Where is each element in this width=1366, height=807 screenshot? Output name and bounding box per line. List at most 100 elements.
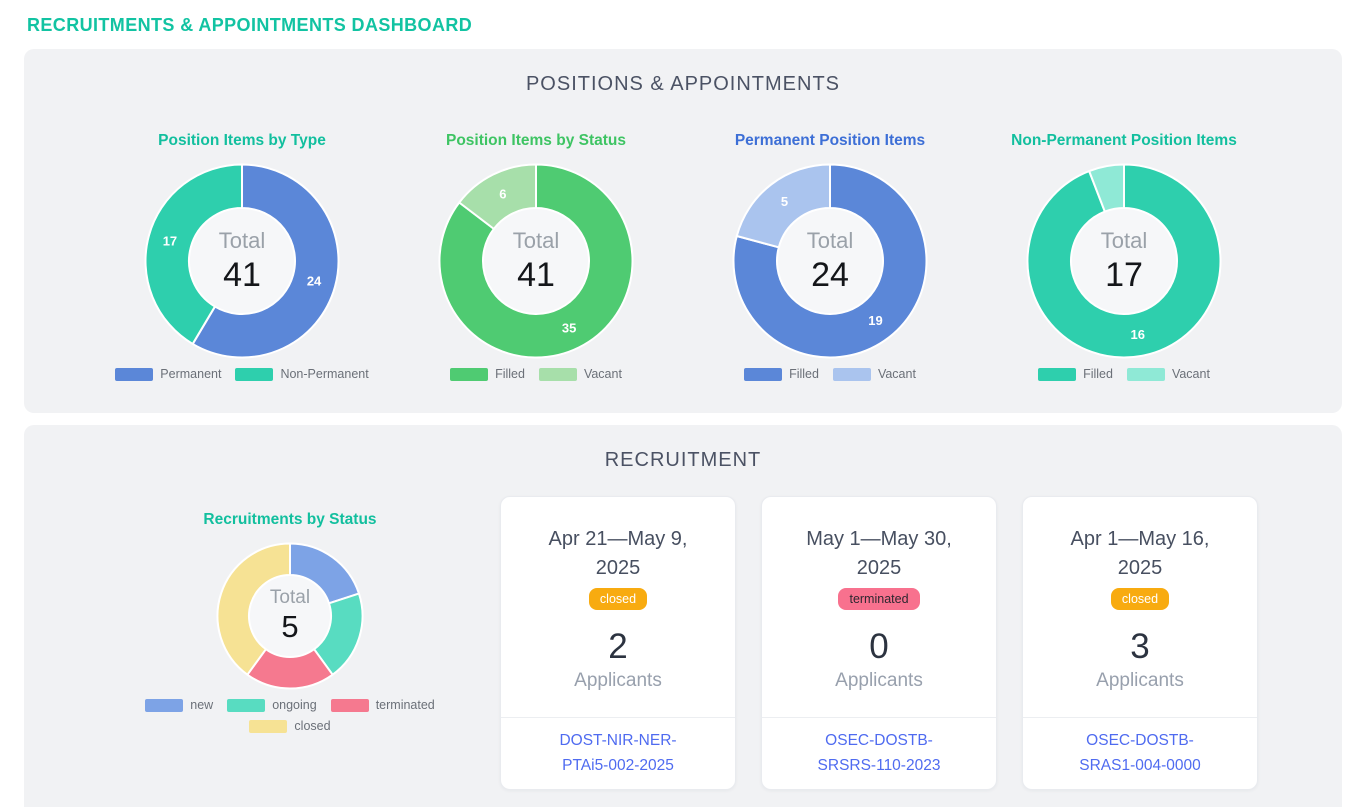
legend-swatch xyxy=(115,367,154,381)
donut-hole xyxy=(777,208,883,314)
legend-label: Vacant xyxy=(1171,367,1210,381)
legend-item-permanent[interactable]: Permanent xyxy=(115,367,221,381)
donut-wrap: 16 Total 17 xyxy=(1026,163,1222,359)
donut-segment-filled[interactable] xyxy=(732,163,928,359)
chart-legend: Permanent Non-Permanent xyxy=(115,367,369,381)
recruitment-card: Apr 1—May 16, 2025 closed 3 Applicants O… xyxy=(1022,496,1258,790)
donut-hole xyxy=(249,575,331,657)
status-badge: closed xyxy=(1110,588,1170,610)
legend-item-filled[interactable]: Filled xyxy=(744,367,819,381)
legend-swatch xyxy=(235,367,274,381)
legend-label: closed xyxy=(294,719,331,733)
legend-label: Permanent xyxy=(160,367,222,381)
legend-item-terminated[interactable]: terminated xyxy=(330,698,435,712)
page-title: RECRUITMENTS & APPOINTMENTS DASHBOARD xyxy=(27,15,473,35)
donut-wrap: Total 5 xyxy=(216,542,364,690)
position-reference-link[interactable]: OSEC-DOSTB-SRSRS-110-2023 xyxy=(817,732,941,774)
donut-chart: 16 xyxy=(1026,163,1222,359)
segment-value-label: 16 xyxy=(1131,327,1145,342)
legend-swatch xyxy=(744,367,783,381)
legend-label: Filled xyxy=(1083,367,1113,381)
legend-swatch xyxy=(227,698,266,712)
donut-chart: 19 5 xyxy=(732,163,928,359)
legend-label: new xyxy=(190,698,214,712)
segment-value-label: 17 xyxy=(163,234,177,249)
legend-item-new[interactable]: new xyxy=(145,698,213,712)
donut-hole xyxy=(189,208,295,314)
legend-swatch xyxy=(249,719,288,733)
legend-item-closed[interactable]: closed xyxy=(249,719,331,733)
legend-label: terminated xyxy=(375,698,435,712)
segment-value-label: 24 xyxy=(307,273,322,288)
legend-item-filled[interactable]: Filled xyxy=(450,367,525,381)
legend-item-vacant[interactable]: Vacant xyxy=(1126,367,1210,381)
donut-chart xyxy=(216,542,364,690)
chart-position-items-by-type: Position Items by Type 24 17 Total 41 Permane… xyxy=(95,132,389,381)
recruitment-date-range: Apr 21—May 9, 2025 xyxy=(548,528,688,579)
legend-label: Vacant xyxy=(877,367,916,381)
legend-swatch xyxy=(1126,367,1165,381)
recruitment-date-range: Apr 1—May 16, 2025 xyxy=(1070,528,1210,579)
chart-recruitments-by-status: Recruitments by Status Total 5 new ongoing te… xyxy=(125,496,455,790)
recruitment-section: RECRUITMENT Recruitments by Status Total 5… xyxy=(24,425,1342,807)
legend-item-ongoing[interactable]: ongoing xyxy=(227,698,317,712)
recruitment-card: May 1—May 30, 2025 terminated 0 Applican… xyxy=(761,496,997,790)
recruitment-card-body: Apr 1—May 16, 2025 closed 3 Applicants xyxy=(1023,497,1257,717)
donut-chart: 24 17 xyxy=(144,163,340,359)
donut-hole xyxy=(1071,208,1177,314)
legend-swatch xyxy=(450,367,489,381)
chart-title: Recruitments by Status xyxy=(203,511,377,528)
applicants-label: Applicants xyxy=(1096,670,1184,691)
donut-segment-vacant[interactable] xyxy=(735,163,831,249)
chart-legend: new ongoing terminated closed xyxy=(135,698,445,733)
chart-title: Position Items by Type xyxy=(158,132,326,149)
recruitment-card-footer: OSEC-DOSTB-SRAS1-004-0000 xyxy=(1023,717,1257,789)
legend-label: Vacant xyxy=(583,367,622,381)
legend-swatch xyxy=(330,698,369,712)
legend-swatch xyxy=(1038,367,1077,381)
donut-segment-filled[interactable] xyxy=(1026,163,1222,359)
recruitment-card-body: May 1—May 30, 2025 terminated 0 Applican… xyxy=(762,497,996,717)
chart-non-permanent-position-items: Non-Permanent Position Items 16 Total 17 Fil… xyxy=(977,132,1271,381)
legend-swatch xyxy=(832,367,871,381)
recruitment-row: Recruitments by Status Total 5 new ongoing te… xyxy=(24,496,1342,790)
legend-item-non-permanent[interactable]: Non-Permanent xyxy=(235,367,369,381)
positions-charts-row: Position Items by Type 24 17 Total 41 Permane… xyxy=(24,132,1342,381)
legend-item-filled[interactable]: Filled xyxy=(1038,367,1113,381)
donut-segment-permanent[interactable] xyxy=(191,163,340,359)
status-badge: terminated xyxy=(838,588,920,610)
recruitment-card-footer: DOST-NIR-NER-PTAi5-002-2025 xyxy=(501,717,735,789)
donut-wrap: 35 6 Total 41 xyxy=(438,163,634,359)
donut-segment-vacant[interactable] xyxy=(1088,163,1125,213)
chart-permanent-position-items: Permanent Position Items 19 5 Total 24 Filled… xyxy=(683,132,977,381)
legend-item-vacant[interactable]: Vacant xyxy=(538,367,622,381)
legend-label: ongoing xyxy=(272,698,317,712)
position-reference-link[interactable]: DOST-NIR-NER-PTAi5-002-2025 xyxy=(559,732,677,774)
donut-hole xyxy=(483,208,589,314)
legend-swatch xyxy=(145,698,184,712)
applicants-label: Applicants xyxy=(574,670,662,691)
recruitment-section-heading: RECRUITMENT xyxy=(604,449,762,471)
position-reference-link[interactable]: OSEC-DOSTB-SRAS1-004-0000 xyxy=(1079,732,1201,774)
status-badge: closed xyxy=(588,588,648,610)
legend-label: Filled xyxy=(789,367,819,381)
positions-appointments-section: POSITIONS & APPOINTMENTS Position Items … xyxy=(24,49,1342,413)
segment-value-label: 35 xyxy=(562,320,576,335)
chart-legend: Filled Vacant xyxy=(744,367,916,381)
recruitment-card-body: Apr 21—May 9, 2025 closed 2 Applicants xyxy=(501,497,735,717)
donut-segment-closed[interactable] xyxy=(216,542,291,676)
applicants-label: Applicants xyxy=(835,670,923,691)
recruitment-date-range: May 1—May 30, 2025 xyxy=(806,528,952,579)
donut-segment-vacant[interactable] xyxy=(458,163,537,230)
donut-segment-non-permanent[interactable] xyxy=(144,163,243,345)
chart-position-items-by-status: Position Items by Status 35 6 Total 41 Filled… xyxy=(389,132,683,381)
positions-section-heading: POSITIONS & APPOINTMENTS xyxy=(525,73,841,95)
chart-title: Permanent Position Items xyxy=(734,132,926,149)
recruitment-cards: Apr 21—May 9, 2025 closed 2 Applicants D… xyxy=(500,496,1258,790)
chart-legend: Filled Vacant xyxy=(1038,367,1210,381)
legend-item-vacant[interactable]: Vacant xyxy=(832,367,916,381)
applicants-count: 2 xyxy=(608,627,628,666)
segment-value-label: 5 xyxy=(781,194,788,209)
donut-segment-filled[interactable] xyxy=(438,163,634,359)
